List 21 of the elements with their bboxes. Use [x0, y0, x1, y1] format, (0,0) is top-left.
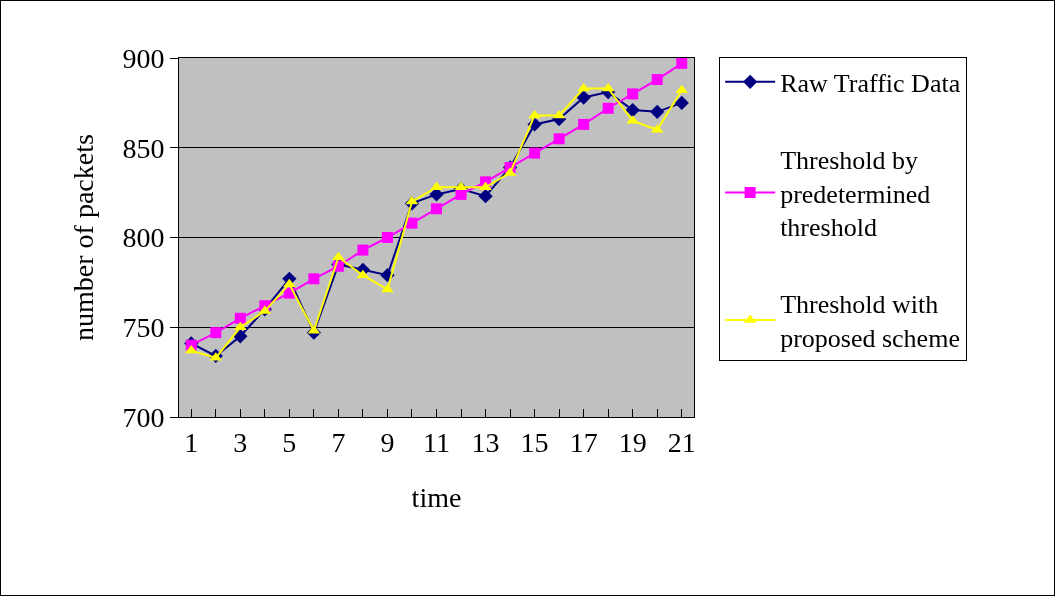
x-tick-label: 7 — [331, 426, 346, 458]
y-tick-label: 750 — [122, 312, 165, 344]
x-tick-label: 19 — [618, 426, 647, 458]
y-tick-label: 900 — [122, 42, 165, 74]
legend-label: Threshold by predetermined threshold — [780, 145, 931, 243]
y-axis-title: number of packets — [68, 134, 100, 341]
y-tick-label: 800 — [122, 222, 165, 254]
x-tick-label: 21 — [667, 426, 696, 458]
x-tick-label: 1 — [184, 426, 199, 458]
x-tick-label: 17 — [569, 426, 598, 458]
x-tick-label: 9 — [380, 426, 395, 458]
x-tick-label: 5 — [282, 426, 297, 458]
x-tick-label: 15 — [520, 426, 549, 458]
y-tick-label: 850 — [122, 132, 165, 164]
y-tick-label: 700 — [122, 401, 165, 433]
x-axis-title: time — [411, 481, 462, 513]
x-tick-label: 3 — [233, 426, 248, 458]
legend-label: Raw Traffic Data — [780, 68, 961, 98]
x-tick-label: 11 — [423, 426, 450, 458]
legend-label: Threshold with proposed scheme — [780, 290, 960, 353]
x-tick-label: 13 — [471, 426, 500, 458]
